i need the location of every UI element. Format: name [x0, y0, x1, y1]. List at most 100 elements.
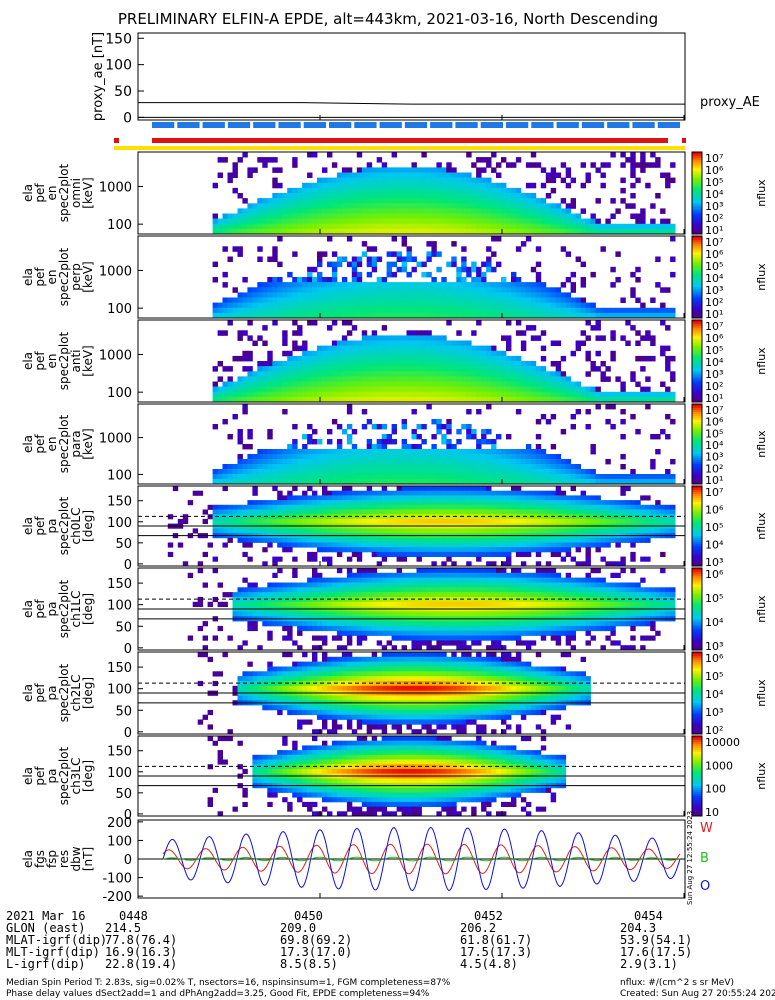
heatmap-cell	[341, 537, 348, 543]
heatmap-cell	[336, 198, 343, 204]
colorbar-cell	[692, 496, 702, 499]
heatmap-cell	[540, 391, 547, 398]
heatmap-cell	[187, 572, 194, 578]
heatmap-cell	[535, 366, 542, 372]
heatmap-cell	[396, 449, 402, 455]
heatmap-cell	[436, 386, 442, 393]
heatmap-cell	[496, 203, 502, 209]
heatmap-cell	[645, 330, 651, 336]
heatmap-cell	[371, 167, 378, 173]
heatmap-cell	[242, 551, 248, 557]
heatmap-cell	[322, 366, 328, 372]
heatmap-cell	[655, 434, 661, 440]
heatmap-cell	[232, 479, 238, 485]
heatmap-cell	[287, 366, 293, 372]
heatmap-cell	[545, 479, 552, 485]
heatmap-cell	[257, 292, 263, 298]
heatmap-cell	[257, 287, 263, 293]
heatmap-cell	[615, 312, 621, 319]
heatmap-cell	[550, 459, 557, 465]
heatmap-cell	[336, 495, 343, 501]
heatmap-cell	[247, 208, 253, 214]
heatmap-cell	[530, 208, 537, 214]
heatmap-cell	[650, 391, 656, 398]
heatmap-cell	[476, 182, 482, 189]
heatmap-cell	[471, 208, 477, 214]
heatmap-cell	[446, 444, 452, 450]
heatmap-cell	[331, 287, 338, 293]
heatmap-cell	[257, 208, 263, 214]
heatmap-cell	[416, 371, 422, 377]
heatmap-cell	[406, 246, 412, 252]
heatmap-cell	[600, 479, 606, 485]
heatmap-cell	[277, 287, 283, 293]
heatmap-cell	[292, 454, 298, 460]
heatmap-cell	[346, 218, 353, 225]
heatmap-cell	[346, 193, 353, 199]
heatmap-cell	[481, 287, 487, 293]
colorbar-cell	[692, 558, 702, 561]
heatmap-cell	[331, 251, 338, 257]
heatmap-cell	[590, 386, 596, 393]
heatmap-cell	[451, 459, 457, 465]
heatmap-cell	[297, 282, 303, 288]
heatmap-cell	[381, 177, 388, 184]
heatmap-cell	[416, 495, 422, 501]
heatmap-cell	[520, 302, 527, 309]
heatmap-cell	[386, 459, 392, 465]
heatmap-cell	[247, 601, 253, 607]
heatmap-cell	[605, 228, 611, 235]
heatmap-cell	[351, 444, 358, 450]
heatmap-cell	[381, 424, 388, 430]
heatmap-cell	[650, 228, 656, 235]
heatmap-cell	[282, 469, 288, 475]
heatmap-cell	[466, 297, 472, 303]
heatmap-cell	[366, 335, 373, 341]
heatmap-cell	[515, 490, 522, 496]
heatmap-cell	[620, 454, 626, 460]
heatmap-cell	[501, 208, 507, 214]
heatmap-cell	[540, 509, 547, 515]
heatmap-cell	[406, 251, 412, 257]
heatmap-cell	[391, 261, 397, 268]
heatmap-cell	[366, 509, 373, 515]
heatmap-cell	[247, 434, 253, 440]
heatmap-cell	[267, 537, 273, 543]
heatmap-cell	[590, 361, 596, 367]
heatmap-cell	[252, 459, 258, 465]
colorbar-cell	[692, 207, 702, 210]
heatmap-cell	[545, 454, 552, 460]
heatmap-cell	[302, 464, 308, 470]
heatmap-cell	[292, 537, 298, 543]
heatmap-cell	[341, 474, 348, 480]
heatmap-cell	[575, 297, 581, 303]
colorbar-frame	[691, 485, 703, 567]
heatmap-cell	[535, 307, 542, 314]
heatmap-cell	[570, 504, 576, 510]
heatmap-cell	[570, 464, 576, 470]
heatmap-cell	[515, 187, 522, 194]
heatmap-cell	[421, 474, 427, 480]
heatmap-cell	[237, 479, 243, 485]
heatmap-cell	[317, 625, 323, 632]
heatmap-cell	[277, 500, 283, 506]
heatmap-cell	[322, 223, 328, 230]
heatmap-cell	[466, 361, 472, 367]
heatmap-cell	[252, 500, 258, 506]
heatmap-cell	[426, 223, 432, 230]
heatmap-cell	[381, 509, 388, 515]
heatmap-cell	[277, 218, 283, 225]
heatmap-cell	[381, 172, 388, 178]
heatmap-cell	[511, 277, 517, 283]
heatmap-cell	[411, 495, 417, 501]
heatmap-cell	[317, 504, 323, 510]
heatmap-cell	[545, 500, 552, 506]
heatmap-cell	[535, 449, 542, 455]
colorbar-tick-label: 10³	[705, 368, 723, 381]
heatmap-cell	[545, 203, 552, 209]
heatmap-cell	[650, 434, 656, 440]
heatmap-cell	[327, 307, 333, 314]
heatmap-cell	[655, 391, 661, 398]
heatmap-cell	[391, 528, 397, 534]
heatmap-cell	[361, 307, 368, 314]
